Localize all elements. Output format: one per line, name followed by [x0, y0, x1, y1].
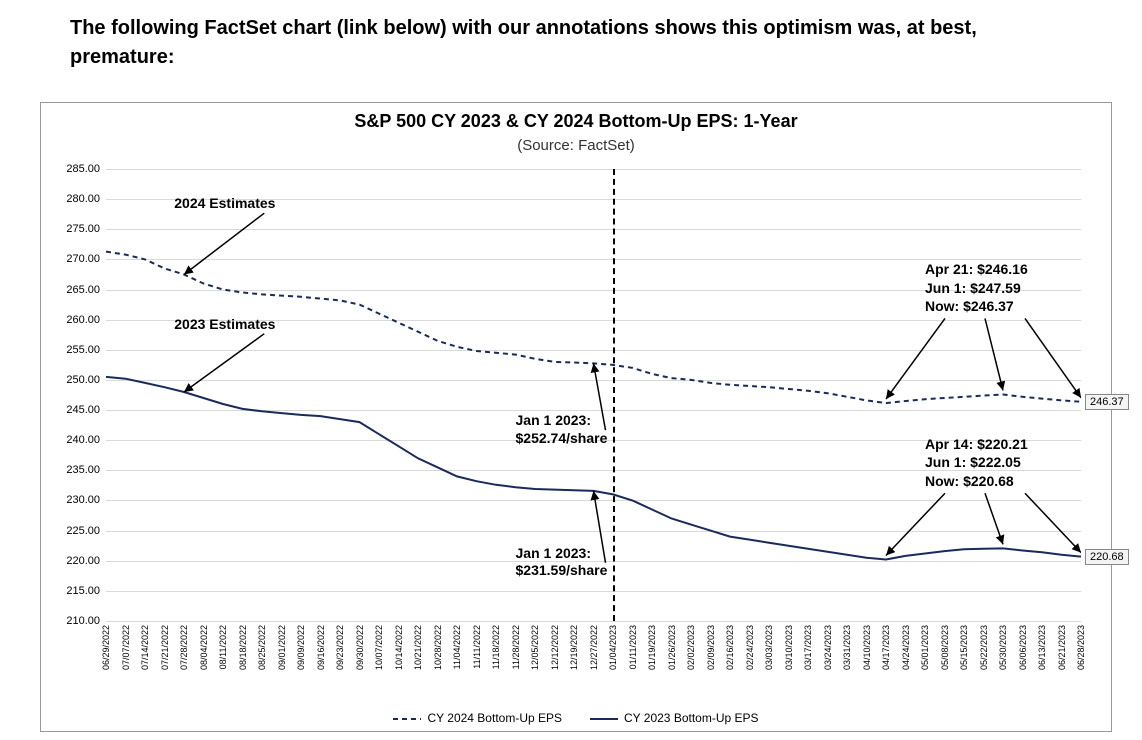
chart-title: S&P 500 CY 2023 & CY 2024 Bottom-Up EPS:… [41, 111, 1111, 132]
y-tick-label: 240.00 [66, 434, 100, 446]
x-tick-label: 12/12/2022 [550, 625, 560, 670]
x-tick-label: 10/21/2022 [413, 625, 423, 670]
y-tick-label: 280.00 [66, 193, 100, 205]
x-tick-label: 07/21/2022 [160, 625, 170, 670]
x-tick-label: 09/30/2022 [355, 625, 365, 670]
x-tick-label: 05/15/2023 [959, 625, 969, 670]
annotation-arrow [886, 493, 945, 555]
x-tick-label: 04/24/2023 [901, 625, 911, 670]
annotation-arrow [886, 318, 945, 399]
x-tick-label: 03/17/2023 [803, 625, 813, 670]
y-tick-label: 265.00 [66, 284, 100, 296]
x-tick-label: 11/11/2022 [472, 625, 482, 669]
chart-subtitle: (Source: FactSet) [41, 137, 1111, 154]
chart-legend: CY 2024 Bottom-Up EPS CY 2023 Bottom-Up E… [41, 711, 1111, 725]
x-tick-label: 01/19/2023 [647, 625, 657, 670]
x-tick-label: 07/07/2022 [121, 625, 131, 670]
chart-annotation-block: Apr 21: $246.16 Jun 1: $247.59 Now: $246… [925, 260, 1028, 315]
x-tick-label: 04/10/2023 [862, 625, 872, 670]
x-tick-label: 10/07/2022 [374, 625, 384, 670]
x-tick-label: 06/28/2023 [1076, 625, 1086, 670]
x-tick-label: 08/18/2022 [238, 625, 248, 670]
gridline [106, 621, 1081, 622]
chart-annotation: Jan 1 2023: $252.74/share [516, 412, 608, 447]
x-tick-label: 12/05/2022 [530, 625, 540, 670]
legend-item: CY 2023 Bottom-Up EPS [590, 711, 759, 725]
x-tick-label: 05/22/2023 [979, 625, 989, 670]
x-tick-label: 10/14/2022 [394, 625, 404, 670]
page-heading: The following FactSet chart (link below)… [70, 14, 1030, 72]
chart-container: S&P 500 CY 2023 & CY 2024 Bottom-Up EPS:… [40, 102, 1112, 732]
y-tick-label: 245.00 [66, 404, 100, 416]
y-tick-label: 235.00 [66, 464, 100, 476]
y-tick-label: 270.00 [66, 253, 100, 265]
annotation-arrow [1025, 318, 1081, 397]
x-tick-label: 06/21/2023 [1057, 625, 1067, 670]
y-tick-label: 255.00 [66, 344, 100, 356]
x-tick-label: 01/04/2023 [608, 625, 618, 670]
x-tick-label: 01/26/2023 [667, 625, 677, 670]
x-tick-label: 06/06/2023 [1018, 625, 1028, 670]
annotation-arrow [985, 493, 1003, 544]
x-tick-label: 09/23/2022 [335, 625, 345, 670]
y-tick-label: 220.00 [66, 555, 100, 567]
annotation-arrow [985, 318, 1003, 390]
x-tick-label: 04/17/2023 [881, 625, 891, 670]
x-tick-label: 08/25/2022 [257, 625, 267, 670]
y-tick-label: 285.00 [66, 163, 100, 175]
x-tick-label: 05/08/2023 [940, 625, 950, 670]
x-tick-label: 07/14/2022 [140, 625, 150, 670]
x-tick-label: 02/24/2023 [745, 625, 755, 670]
x-tick-label: 02/09/2023 [706, 625, 716, 670]
x-tick-label: 09/01/2022 [277, 625, 287, 670]
y-tick-label: 210.00 [66, 615, 100, 627]
page-root: The following FactSet chart (link below)… [0, 0, 1142, 740]
chart-plot-area: 210.00215.00220.00225.00230.00235.00240.… [106, 169, 1081, 621]
x-tick-label: 03/10/2023 [784, 625, 794, 670]
x-tick-label: 02/02/2023 [686, 625, 696, 670]
x-tick-label: 02/16/2023 [725, 625, 735, 670]
annotation-arrow [184, 213, 264, 274]
x-tick-label: 09/16/2022 [316, 625, 326, 670]
x-tick-label: 03/24/2023 [823, 625, 833, 670]
x-tick-label: 03/03/2023 [764, 625, 774, 670]
x-tick-label: 07/28/2022 [179, 625, 189, 670]
x-tick-label: 09/09/2022 [296, 625, 306, 670]
series-end-label: 246.37 [1085, 394, 1129, 410]
x-tick-label: 12/19/2022 [569, 625, 579, 670]
x-tick-label: 12/27/2022 [589, 625, 599, 670]
y-tick-label: 275.00 [66, 223, 100, 235]
chart-annotation: Jan 1 2023: $231.59/share [516, 545, 608, 580]
x-tick-label: 11/04/2022 [452, 625, 462, 669]
legend-label: CY 2023 Bottom-Up EPS [624, 711, 759, 725]
y-tick-label: 215.00 [66, 585, 100, 597]
annotation-arrow [1025, 493, 1081, 552]
legend-item: CY 2024 Bottom-Up EPS [393, 711, 562, 725]
y-tick-label: 225.00 [66, 525, 100, 537]
legend-label: CY 2024 Bottom-Up EPS [427, 711, 562, 725]
y-tick-label: 260.00 [66, 314, 100, 326]
chart-annotation-block: Apr 14: $220.21 Jun 1: $222.05 Now: $220… [925, 435, 1028, 490]
x-tick-label: 11/18/2022 [491, 625, 501, 669]
x-tick-label: 01/11/2023 [628, 625, 638, 669]
y-tick-label: 230.00 [66, 494, 100, 506]
x-tick-label: 08/04/2022 [199, 625, 209, 670]
annotation-arrow [184, 334, 264, 392]
x-tick-label: 08/11/2022 [218, 625, 228, 669]
x-tick-label: 05/01/2023 [920, 625, 930, 670]
x-tick-label: 03/31/2023 [842, 625, 852, 670]
x-tick-label: 10/28/2022 [433, 625, 443, 670]
chart-annotation: 2024 Estimates [174, 195, 275, 213]
chart-annotation: 2023 Estimates [174, 316, 275, 334]
y-tick-label: 250.00 [66, 374, 100, 386]
x-tick-label: 06/13/2023 [1037, 625, 1047, 670]
series-end-label: 220.68 [1085, 549, 1129, 565]
x-tick-label: 05/30/2023 [998, 625, 1008, 670]
x-tick-label: 06/29/2022 [101, 625, 111, 670]
x-tick-label: 11/28/2022 [511, 625, 521, 669]
